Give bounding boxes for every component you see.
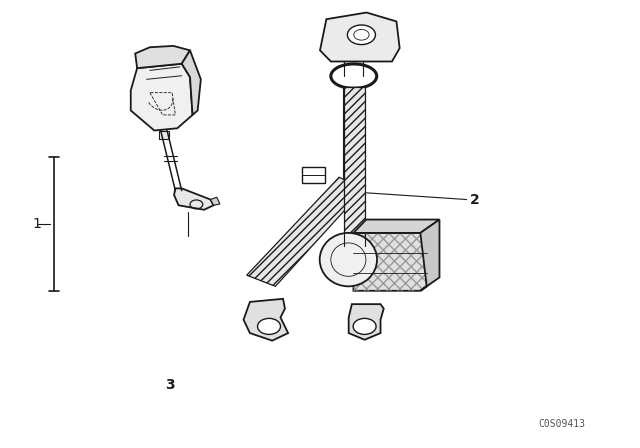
Polygon shape <box>174 188 214 210</box>
Polygon shape <box>349 304 384 340</box>
Polygon shape <box>135 46 190 68</box>
Text: C0S09413: C0S09413 <box>539 419 586 429</box>
Polygon shape <box>320 13 399 61</box>
Text: 1: 1 <box>33 217 42 231</box>
Polygon shape <box>131 64 193 130</box>
Ellipse shape <box>320 233 377 286</box>
Circle shape <box>348 25 376 44</box>
Polygon shape <box>246 87 365 286</box>
Polygon shape <box>344 87 365 246</box>
Polygon shape <box>159 130 169 138</box>
Circle shape <box>353 319 376 334</box>
Polygon shape <box>353 233 427 291</box>
Circle shape <box>257 319 280 334</box>
Polygon shape <box>211 197 220 205</box>
Polygon shape <box>420 220 440 291</box>
Polygon shape <box>244 299 288 340</box>
Text: 3: 3 <box>166 378 175 392</box>
Polygon shape <box>182 50 201 115</box>
Polygon shape <box>353 220 440 233</box>
Text: 2: 2 <box>470 193 479 207</box>
